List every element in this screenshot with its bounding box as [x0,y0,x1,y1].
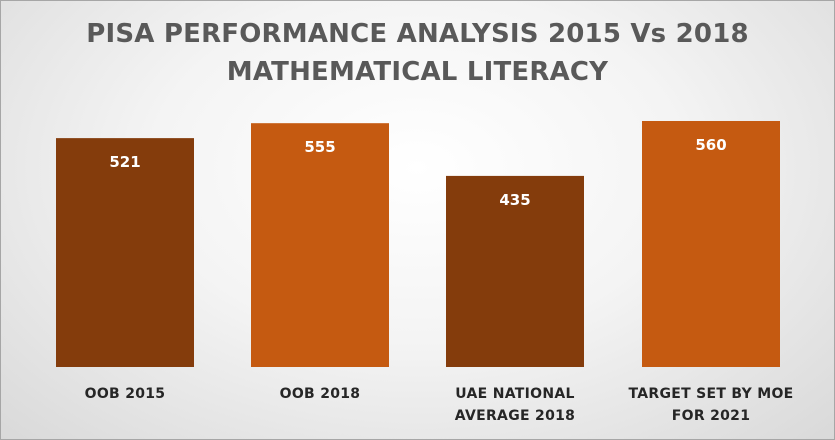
data-label-2: 555 [304,138,335,156]
x-tick-label-4-line-2: FOR 2021 [671,408,751,424]
bar-2 [251,123,389,367]
x-tick-label-2: OOB 2018 [230,383,410,405]
chart-title-line-1: PISA PERFORMANCE ANALYSIS 2015 Vs 2018 [86,19,749,49]
data-label-4: 560 [695,136,726,154]
chart-title: PISA PERFORMANCE ANALYSIS 2015 Vs 2018 M… [1,15,834,91]
x-tick-label-3-line-2: AVERAGE 2018 [454,408,576,424]
bar-1 [56,138,194,367]
bar-3 [446,175,584,367]
x-tick-label-3: UAE NATIONAL AVERAGE 2018 [425,383,605,427]
x-tick-label-3-line-1: UAE NATIONAL [455,386,575,402]
chart-title-line-2: MATHEMATICAL LITERACY [226,57,609,87]
bar-4 [642,120,780,367]
data-label-3: 435 [499,191,530,209]
x-tick-label-1: OOB 2015 [35,383,215,405]
data-label-1: 521 [109,153,140,171]
x-tick-label-1-line-1: OOB 2015 [84,386,166,402]
x-tick-label-2-line-1: OOB 2018 [279,386,361,402]
x-tick-label-4: TARGET SET BY MOE FOR 2021 [621,383,801,427]
x-tick-label-4-line-1: TARGET SET BY MOE [628,386,794,402]
